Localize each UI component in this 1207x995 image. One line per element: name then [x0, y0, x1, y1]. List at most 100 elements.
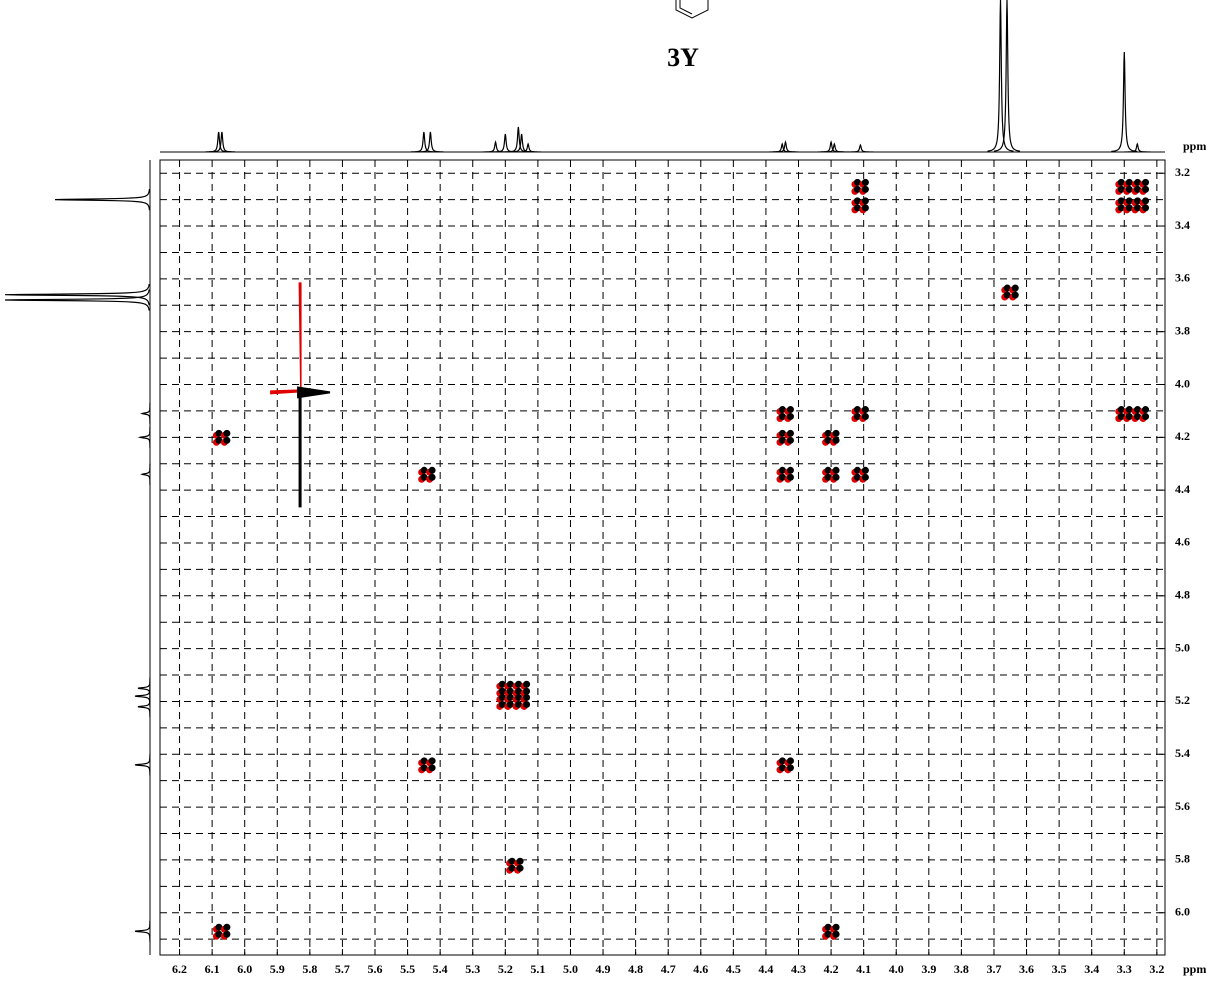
cross-peak — [1003, 284, 1011, 292]
cross-peak — [861, 466, 869, 474]
y-tick-label: 4.4 — [1175, 482, 1190, 496]
y-tick-label: 3.8 — [1175, 323, 1190, 337]
cross-peak — [1142, 197, 1150, 205]
cross-peak — [515, 680, 523, 688]
x-tick-label: 3.9 — [921, 962, 936, 976]
y-tick-label: 5.6 — [1175, 799, 1190, 813]
y-tick-label: 5.8 — [1175, 852, 1190, 866]
cross-peak — [223, 930, 231, 938]
x-tick-label: 3.2 — [1149, 962, 1164, 976]
top-spectrum-peak — [205, 131, 232, 153]
x-tick-label: 4.9 — [596, 962, 611, 976]
x-tick-label: 5.9 — [270, 962, 285, 976]
cross-peak — [832, 436, 840, 444]
left-spectrum-peak — [134, 920, 151, 942]
structure-fragment — [675, 0, 709, 19]
x-axis-label: ppm — [1183, 962, 1206, 976]
cross-peak — [506, 680, 514, 688]
x-tick-label: 6.0 — [237, 962, 252, 976]
cross-peak — [1117, 197, 1125, 205]
cross-peak — [786, 473, 794, 481]
cross-peak — [223, 923, 231, 931]
cross-peak — [498, 680, 506, 688]
cross-peak — [428, 757, 436, 765]
cross-peak — [786, 757, 794, 765]
x-tick-label: 4.3 — [791, 962, 806, 976]
left-spectrum-peak — [4, 284, 150, 306]
cross-peak — [1117, 178, 1125, 186]
cross-peak — [853, 466, 861, 474]
cross-peak — [1117, 406, 1125, 414]
cross-peak — [523, 680, 531, 688]
x-tick-label: 6.2 — [172, 962, 187, 976]
cross-peak — [824, 429, 832, 437]
cross-peak — [515, 687, 523, 695]
y-tick-label: 4.6 — [1175, 535, 1190, 549]
y-tick-label: 5.4 — [1175, 746, 1190, 760]
cross-peak — [498, 700, 506, 708]
cross-peak — [1134, 406, 1142, 414]
cross-peak — [861, 185, 869, 193]
y-axis-label: ppm — [1183, 139, 1206, 153]
cross-peak — [853, 185, 861, 193]
cross-peak — [1125, 406, 1133, 414]
top-spectrum-peak — [482, 140, 509, 153]
top-spectrum-peak — [410, 131, 437, 153]
cross-peak — [215, 930, 223, 938]
cross-peak — [508, 864, 516, 872]
cross-peak — [420, 757, 428, 765]
cross-peak — [498, 687, 506, 695]
top-spectrum-peak — [515, 142, 542, 153]
cross-peak — [420, 466, 428, 474]
x-tick-label: 5.1 — [530, 962, 545, 976]
artifact-red — [270, 282, 302, 395]
cross-peak — [786, 764, 794, 772]
cross-peak — [506, 700, 514, 708]
cross-peak — [786, 406, 794, 414]
x-tick-label: 5.4 — [433, 962, 448, 976]
cross-peak — [1134, 197, 1142, 205]
top-spectrum-peak — [508, 133, 535, 153]
top-spectrum-peak — [987, 0, 1014, 152]
x-tick-label: 4.2 — [824, 962, 839, 976]
y-tick-label: 4.2 — [1175, 429, 1190, 443]
x-tick-label: 4.4 — [758, 962, 773, 976]
x-tick-label: 5.2 — [498, 962, 513, 976]
x-tick-label: 5.3 — [465, 962, 480, 976]
cross-peak — [1117, 204, 1125, 212]
cross-peak — [1134, 185, 1142, 193]
cross-peak — [498, 693, 506, 701]
cross-peak — [778, 406, 786, 414]
x-tick-label: 5.5 — [400, 962, 415, 976]
cross-peak — [508, 857, 516, 865]
cross-peak — [824, 930, 832, 938]
cross-peak — [523, 700, 531, 708]
cross-peak — [778, 757, 786, 765]
cross-peak — [223, 429, 231, 437]
top-spectrum-peak — [1111, 51, 1138, 153]
x-tick-label: 3.5 — [1052, 962, 1067, 976]
cross-peak — [1134, 178, 1142, 186]
left-spectrum-peak — [140, 402, 151, 425]
top-spectrum-peak — [847, 143, 874, 153]
cross-peak — [853, 406, 861, 414]
cross-peak — [215, 923, 223, 931]
cross-peak — [824, 923, 832, 931]
cross-peak — [420, 473, 428, 481]
cross-peak — [1142, 185, 1150, 193]
cross-peak — [832, 923, 840, 931]
x-tick-label: 5.7 — [335, 962, 350, 976]
cross-peak — [778, 436, 786, 444]
x-tick-label: 5.8 — [302, 962, 317, 976]
cross-peak — [516, 857, 524, 865]
cross-peak — [1142, 204, 1150, 212]
x-tick-label: 3.6 — [1019, 962, 1034, 976]
x-tick-label: 5.0 — [563, 962, 578, 976]
x-tick-label: 4.1 — [856, 962, 871, 976]
cross-peak — [861, 413, 869, 421]
cross-peak — [1142, 178, 1150, 186]
cross-peak — [515, 693, 523, 701]
cross-peak — [1134, 413, 1142, 421]
cross-peak — [1134, 204, 1142, 212]
cross-peak — [1142, 406, 1150, 414]
